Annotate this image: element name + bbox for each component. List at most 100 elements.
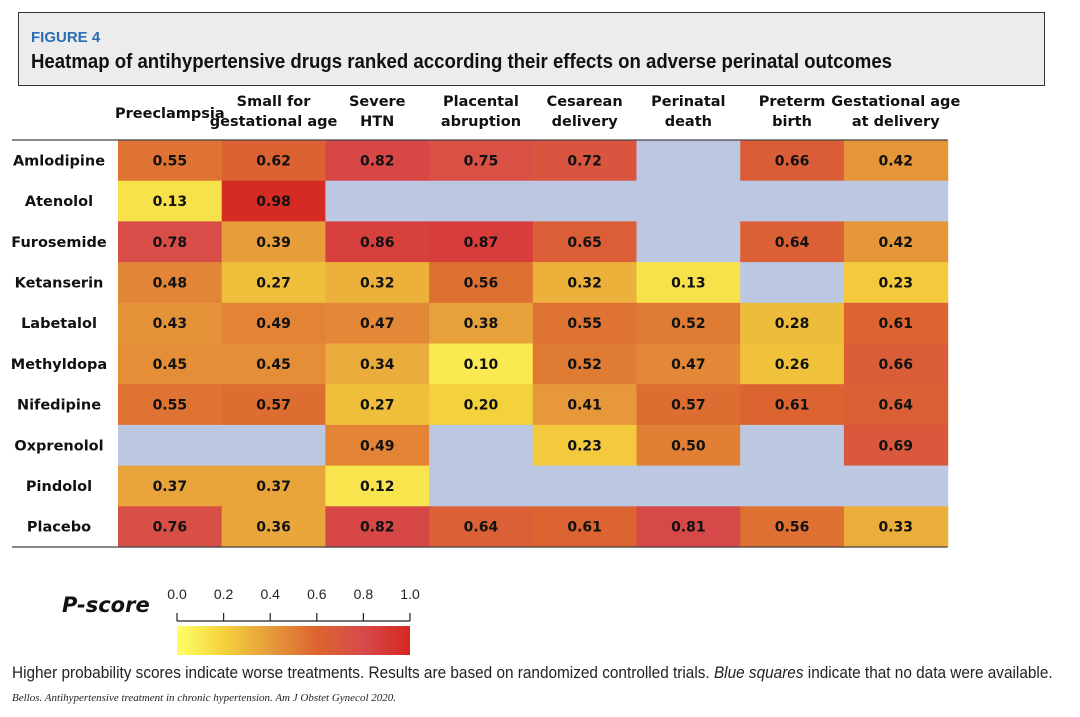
- cell-value: 0.43: [153, 316, 188, 332]
- row-label-nifedipine: Nifedipine: [17, 398, 101, 414]
- cell-value: 0.61: [775, 398, 810, 414]
- cell-value: 0.47: [671, 357, 706, 373]
- heatmap-cell: [221, 506, 326, 548]
- caption-emphasis: Blue squares: [713, 664, 804, 682]
- heatmap-cell: [636, 343, 741, 385]
- heatmap-cell: [636, 180, 741, 222]
- heatmap-cell: [429, 180, 534, 222]
- heatmap-cell: [118, 262, 223, 304]
- heatmap-cell: [532, 465, 638, 507]
- heatmap-cell: [118, 465, 223, 507]
- heatmap-cell: [325, 506, 430, 548]
- heatmap-cell: [843, 302, 949, 345]
- heatmap-cell: [740, 343, 845, 385]
- cell-value: 0.62: [256, 153, 291, 169]
- cell-value: 0.55: [567, 316, 602, 332]
- cell-value: 0.64: [464, 520, 499, 536]
- heatmap-cell: [118, 180, 223, 222]
- cell-value: 0.61: [878, 316, 913, 332]
- row-label-amlodipine: Amlodipine: [13, 153, 105, 169]
- heatmap-cell: [740, 180, 845, 222]
- row-label-ketanserin: Ketanserin: [15, 275, 104, 291]
- cell-value: 0.23: [878, 275, 913, 291]
- cell-value: 0.66: [775, 153, 810, 169]
- heatmap-cell: [843, 262, 949, 304]
- heatmap-cell: [740, 384, 845, 426]
- heatmap-cell: [325, 221, 430, 263]
- heatmap-cell: [325, 262, 430, 304]
- cell-value: 0.55: [153, 398, 188, 414]
- column-header-preterm-birth: Preterm birth: [759, 94, 826, 130]
- heatmap-cell: [221, 221, 326, 263]
- heatmap-cell: [221, 302, 326, 345]
- scale-tick-label: 0.0: [167, 586, 187, 602]
- column-header-preeclampsia: Preeclampsia: [115, 106, 225, 122]
- cell-value: 0.27: [360, 398, 395, 414]
- cell-value: 0.66: [878, 357, 913, 373]
- heatmap-cell: [118, 140, 223, 182]
- figure-label: FIGURE 4: [31, 29, 101, 46]
- pscore-legend-label: P-score: [62, 593, 150, 617]
- cell-value: 0.20: [464, 398, 499, 414]
- cell-value: 0.57: [256, 398, 291, 414]
- color-scale-bar: [177, 626, 410, 655]
- heatmap-cell: [325, 302, 430, 345]
- cell-value: 0.52: [671, 316, 706, 332]
- cell-value: 0.32: [567, 275, 602, 291]
- heatmap-cell: [221, 180, 326, 222]
- cell-value: 0.41: [567, 398, 602, 414]
- row-label-furosemide: Furosemide: [11, 235, 107, 251]
- cell-value: 0.37: [256, 479, 291, 495]
- heatmap-cell: [325, 180, 430, 222]
- heatmap-cell: [532, 343, 638, 385]
- heatmap-cell: [843, 221, 949, 263]
- cell-value: 0.38: [464, 316, 499, 332]
- cell-value: 0.49: [360, 438, 395, 454]
- column-header-placental-abruption: Placental abruption: [441, 94, 521, 130]
- row-label-atenolol: Atenolol: [25, 194, 93, 210]
- scale-tick-label: 0.4: [260, 586, 280, 602]
- heatmap-cell: [118, 506, 223, 548]
- caption-text-2: indicate that no data were available.: [803, 664, 1053, 682]
- cell-value: 0.56: [464, 275, 499, 291]
- heatmap-cell: [636, 221, 741, 263]
- heatmap-cell: [118, 343, 223, 385]
- cell-value: 0.72: [567, 153, 602, 169]
- heatmap-cell: [740, 221, 845, 263]
- heatmap-cell: [429, 424, 534, 467]
- heatmap-cell: [636, 384, 741, 426]
- heatmap-cell: [636, 302, 741, 345]
- heatmap-cell: [118, 221, 223, 263]
- heatmap-cell: [429, 506, 534, 548]
- cell-value: 0.13: [153, 194, 188, 210]
- heatmap-cell: [118, 424, 223, 467]
- column-header-gestational-age-at-delivery: Gestational age at delivery: [831, 94, 960, 130]
- heatmap-cell: [532, 302, 638, 345]
- cell-value: 0.42: [878, 235, 913, 251]
- cell-value: 0.78: [153, 235, 188, 251]
- cell-value: 0.12: [360, 479, 395, 495]
- row-label-labetalol: Labetalol: [21, 316, 97, 332]
- scale-tick-label: 0.2: [214, 586, 234, 602]
- cell-value: 0.64: [878, 398, 913, 414]
- heatmap-cell: [429, 221, 534, 263]
- heatmap-cell: [429, 343, 534, 385]
- heatmap-cell: [429, 465, 534, 507]
- heatmap-cell: [532, 424, 638, 467]
- row-label-oxprenolol: Oxprenolol: [14, 438, 103, 454]
- cell-value: 0.23: [567, 438, 602, 454]
- cell-value: 0.42: [878, 153, 913, 169]
- cell-value: 0.39: [256, 235, 291, 251]
- cell-value: 0.28: [775, 316, 810, 332]
- heatmap-cell: [325, 384, 430, 426]
- heatmap-cell: [221, 465, 326, 507]
- heatmap-cell: [843, 343, 949, 385]
- heatmap-cell: [843, 424, 949, 467]
- cell-value: 0.98: [256, 194, 291, 210]
- heatmap-cell: [843, 465, 949, 507]
- heatmap-cell: [429, 140, 534, 182]
- heatmap-cell: [843, 180, 949, 222]
- figure-citation: Bellos. Antihypertensive treatment in ch…: [12, 692, 396, 704]
- heatmap-cell: [740, 262, 845, 304]
- cell-value: 0.55: [153, 153, 188, 169]
